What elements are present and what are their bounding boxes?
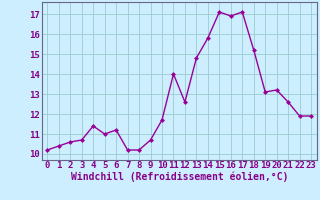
X-axis label: Windchill (Refroidissement éolien,°C): Windchill (Refroidissement éolien,°C) <box>70 172 288 182</box>
